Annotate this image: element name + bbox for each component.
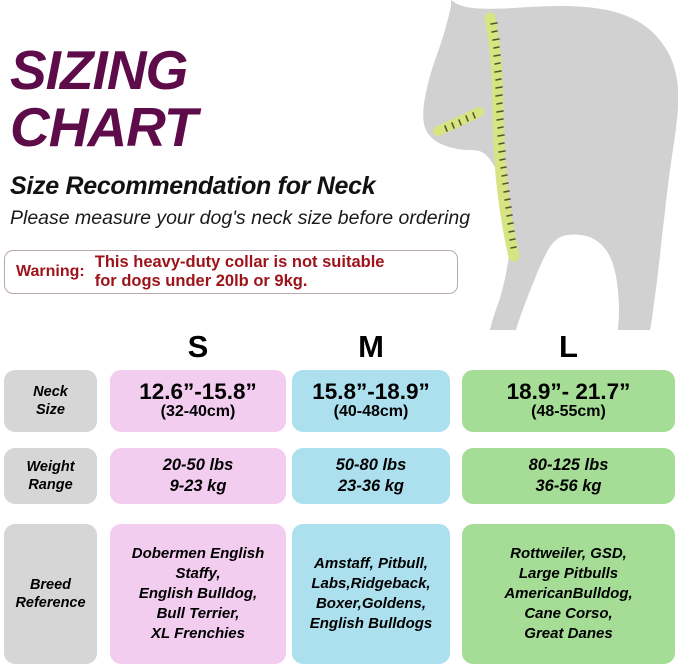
dog-silhouette-shape (423, 0, 678, 330)
weight-cell-m: 50-80 lbs 23-36 kg (292, 448, 450, 504)
breed-value-s: Dobermen English Staffy, English Bulldog… (131, 545, 265, 642)
neck-inches-m: 15.8”-18.9” (312, 379, 430, 405)
measuring-tape-shape (433, 12, 520, 262)
breed-cell-s: Dobermen English Staffy, English Bulldog… (110, 524, 286, 664)
dog-illustration (418, 0, 679, 330)
warning-label: Warning: (16, 263, 85, 280)
weight-value-l: 80-125 lbs 36-56 kg (528, 456, 609, 495)
row-label-neck-size: Neck Size (4, 370, 97, 432)
neck-size-cell-s: 12.6”-15.8” (32-40cm) (110, 370, 286, 432)
page-title-line-2: CHART (10, 96, 197, 158)
warning-message: This heavy-duty collar is not suitable f… (94, 253, 385, 290)
weight-cell-s: 20-50 lbs 9-23 kg (110, 448, 286, 504)
neck-cm-m: (40-48cm) (333, 403, 409, 421)
table-row-weight-range: Weight Range 20-50 lbs 9-23 kg 50-80 lbs… (0, 438, 679, 516)
neck-cm-l: (48-55cm) (531, 403, 606, 421)
breed-value-m: Amstaff, Pitbull, Labs,Ridgeback, Boxer,… (309, 555, 433, 632)
table-row-breed-reference: Breed Reference Dobermen English Staffy,… (0, 516, 679, 672)
size-header-m: M (358, 329, 384, 364)
row-label-weight-range: Weight Range (4, 448, 97, 504)
subtitle: Size Recommendation for Neck (10, 172, 376, 200)
size-header-s: S (187, 329, 209, 364)
neck-cm-s: (32-40cm) (160, 403, 236, 421)
neck-size-cell-m: 15.8”-18.9” (40-48cm) (292, 370, 450, 432)
breed-cell-m: Amstaff, Pitbull, Labs,Ridgeback, Boxer,… (292, 524, 450, 664)
breed-value-l: Rottweiler, GSD, Large Pitbulls American… (504, 545, 633, 642)
breed-cell-l: Rottweiler, GSD, Large Pitbulls American… (462, 524, 675, 664)
row-label-breed-reference: Breed Reference (4, 524, 97, 664)
size-header-l: L (559, 329, 578, 364)
neck-inches-l: 18.9”- 21.7” (506, 379, 631, 405)
weight-cell-l: 80-125 lbs 36-56 kg (462, 448, 675, 504)
neck-size-cell-l: 18.9”- 21.7” (48-55cm) (462, 370, 675, 432)
instruction-text: Please measure your dog's neck size befo… (10, 207, 471, 229)
size-table: S M L Neck Size 12.6”-15.8” (32-40cm) 15… (0, 330, 679, 672)
weight-value-m: 50-80 lbs 23-36 kg (335, 456, 407, 495)
page-title-line-1: SIZING (10, 39, 188, 101)
headline-block: SIZING CHART Size Recommendation for Nec… (10, 42, 480, 230)
table-row-neck-size: Neck Size 12.6”-15.8” (32-40cm) 15.8”-18… (0, 364, 679, 438)
size-header-row: S M L (0, 330, 679, 364)
weight-value-s: 20-50 lbs 9-23 kg (162, 456, 234, 495)
neck-inches-s: 12.6”-15.8” (139, 379, 257, 405)
warning-box: Warning: This heavy-duty collar is not s… (4, 250, 458, 294)
